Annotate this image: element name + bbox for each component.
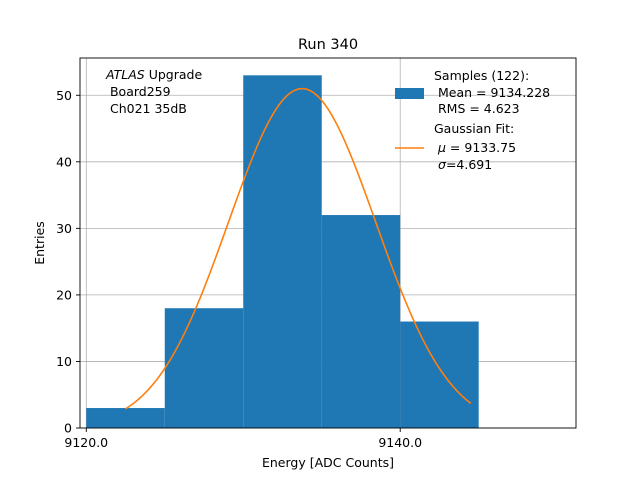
y-tick-label: 40: [56, 154, 72, 169]
legend-sigma-symbol: σ: [438, 157, 447, 172]
y-tick-label: 30: [56, 221, 72, 236]
histogram-bar: [86, 408, 165, 428]
x-axis-ticks: 9120.0 9140.0: [64, 428, 422, 450]
legend-fit-sigma: σ=4.691: [438, 157, 492, 172]
y-tick-label: 50: [56, 88, 72, 103]
histogram-bars: [86, 75, 479, 428]
legend-mu-symbol: μ: [437, 140, 446, 155]
legend-samples-swatch: [395, 88, 424, 99]
histogram-bar: [243, 75, 322, 428]
histogram-bar: [164, 308, 244, 428]
legend-samples-rms: RMS = 4.623: [434, 101, 520, 116]
y-axis-ticks: 0 10 20 30 40 50: [56, 88, 80, 436]
x-axis-label: Energy [ADC Counts]: [262, 455, 394, 470]
legend-fit-title: Gaussian Fit:: [434, 121, 514, 136]
legend-samples-title: Samples (122):: [434, 68, 529, 83]
y-axis-label: Entries: [32, 221, 47, 265]
legend-samples-mean: Mean = 9134.228: [434, 85, 550, 100]
legend: Samples (122): Mean = 9134.228 RMS = 4.6…: [395, 68, 550, 172]
y-tick-label: 0: [64, 421, 72, 436]
legend-fit-mu: μ = 9133.75: [437, 140, 516, 155]
legend-mu-value: = 9133.75: [446, 140, 516, 155]
annotation-board: Board259: [106, 84, 171, 99]
y-tick-label: 20: [56, 287, 72, 302]
x-tick-label: 9140.0: [378, 435, 422, 450]
histogram-bar: [321, 215, 401, 428]
chart-title: Run 340: [298, 37, 358, 53]
annotation-channel: Ch021 35dB: [106, 101, 187, 116]
gaussian-fit-curve: [125, 87, 472, 410]
annotation-upgrade: Upgrade: [145, 67, 203, 82]
legend-sigma-value: =4.691: [446, 157, 492, 172]
x-tick-label: 9120.0: [64, 435, 108, 450]
annotation-line-1: ATLAS Upgrade: [105, 67, 202, 82]
plot-area-frame: [79, 57, 577, 429]
y-tick-label: 10: [56, 354, 72, 369]
annotation-atlas: ATLAS: [105, 67, 145, 82]
histogram-bar: [400, 321, 479, 428]
